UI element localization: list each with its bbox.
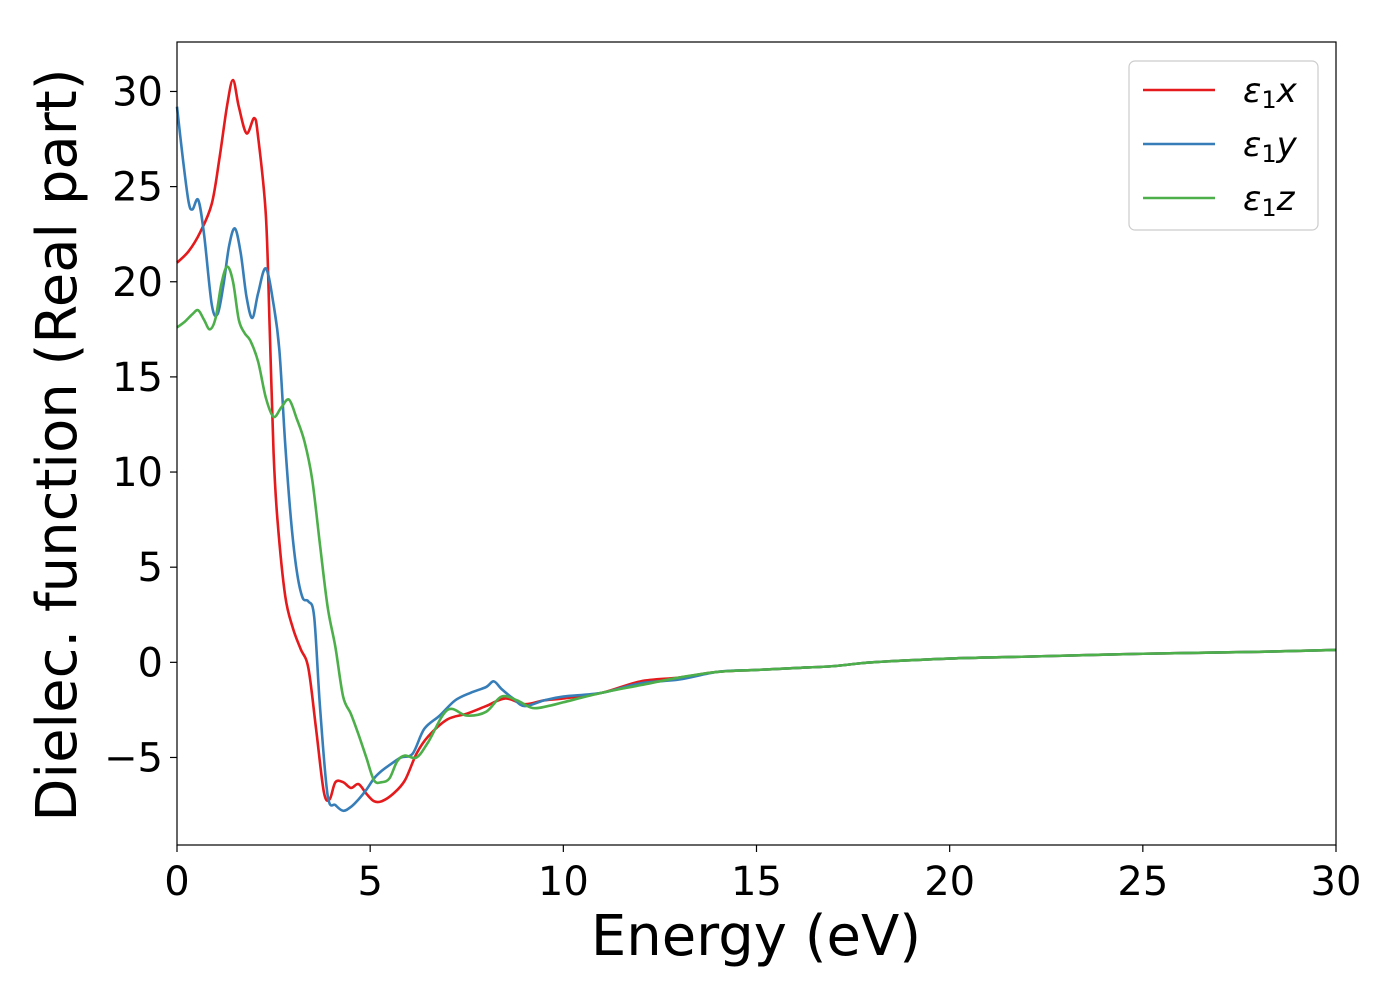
series-line-z [176, 265, 1337, 785]
y-axis: −5 0 5 10 15 20 25 30 [104, 69, 177, 781]
legend: ε1x ε1y ε1z [1128, 60, 1319, 231]
y-tick-label: −5 [104, 735, 163, 781]
legend-label-y: ε1y [1243, 125, 1298, 168]
y-tick-label: 0 [138, 640, 163, 686]
y-tick-label: 10 [112, 450, 163, 496]
x-tick-label: 15 [731, 859, 782, 905]
x-tick-label: 10 [538, 859, 589, 905]
x-axis: 0 5 10 15 20 25 30 [164, 845, 1361, 905]
y-tick-label: 25 [112, 165, 163, 211]
legend-label-x: ε1x [1243, 71, 1298, 114]
y-tick-label: 15 [112, 355, 163, 401]
x-tick-label: 0 [164, 859, 189, 905]
x-tick-label: 25 [1117, 859, 1168, 905]
plot-layer [175, 78, 1337, 813]
x-tick-label: 20 [924, 859, 975, 905]
x-axis-label: Energy (eV) [591, 904, 921, 969]
legend-box [1128, 60, 1319, 231]
x-tick-label: 30 [1311, 859, 1362, 905]
y-axis-label: Dielec. function (Real part) [25, 68, 90, 821]
x-tick-label: 5 [357, 859, 382, 905]
y-tick-label: 5 [138, 545, 163, 591]
legend-label-z: ε1z [1243, 179, 1296, 222]
y-tick-label: 20 [112, 260, 163, 306]
y-tick-label: 30 [112, 69, 163, 115]
